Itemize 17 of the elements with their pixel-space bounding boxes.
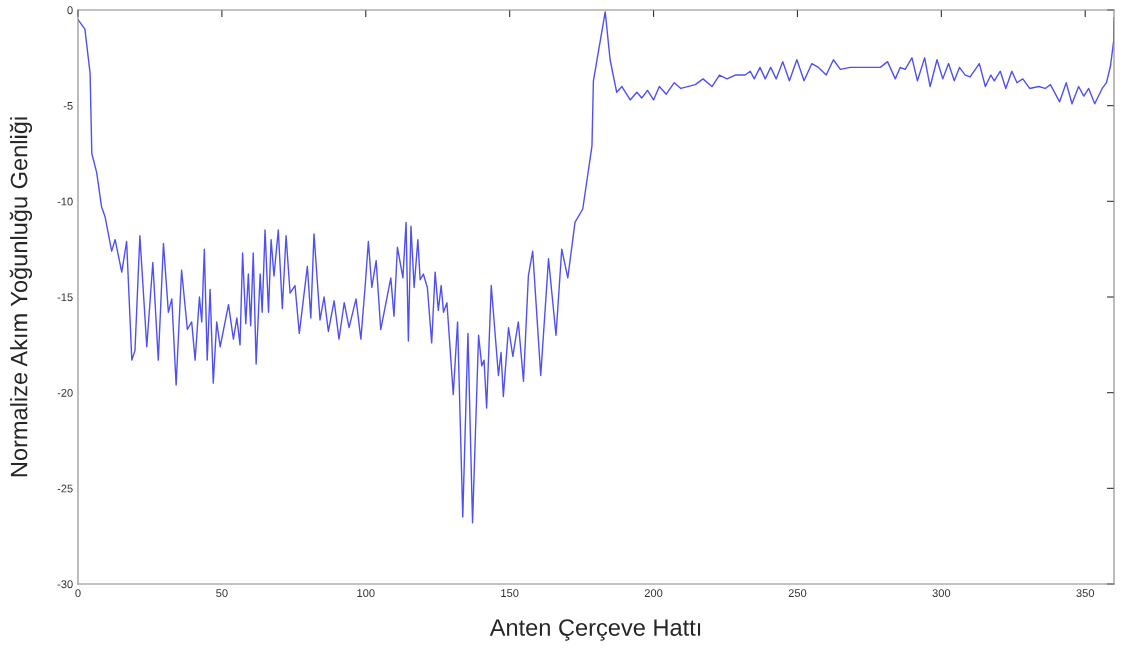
y-axis-title: Normalize Akım Yoğunluğu Genliği (9, 117, 33, 477)
y-tick-label: 0 (67, 6, 73, 15)
y-tick-label: -15 (57, 293, 73, 302)
x-tick-label: 150 (501, 589, 519, 598)
x-axis-title: Anten Çerçeve Hattı (489, 619, 701, 641)
x-tick-label: 100 (357, 589, 375, 598)
x-tick-label: 0 (75, 589, 81, 598)
x-tick-label: 50 (216, 589, 228, 598)
y-tick-label: -30 (57, 580, 73, 589)
x-tick-label: 200 (644, 589, 663, 598)
x-tick-label: 350 (1076, 589, 1095, 598)
y-tick-label: -20 (57, 388, 73, 397)
x-tick-label: 250 (788, 589, 807, 598)
y-tick-label: -10 (57, 197, 73, 206)
x-tick-label: 300 (932, 589, 951, 598)
y-tick-label: -25 (57, 484, 73, 493)
y-tick-label: -5 (63, 102, 73, 110)
